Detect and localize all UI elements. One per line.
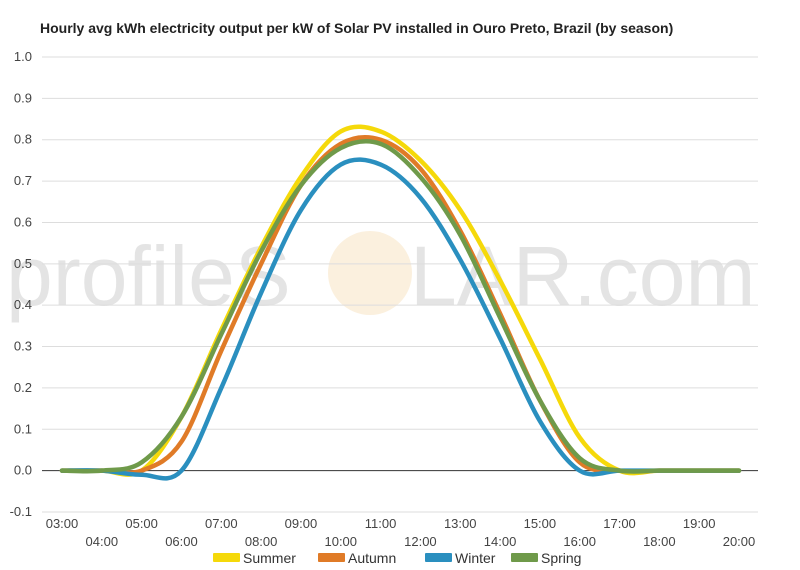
chart-title: Hourly avg kWh electricity output per kW… [40,20,673,36]
x-tick-label: 10:00 [324,534,357,549]
legend-label: Summer [243,550,296,566]
x-tick-label: 17:00 [603,516,636,531]
y-tick-label: 0.9 [14,90,32,105]
legend-swatch [318,553,345,562]
x-tick-label: 20:00 [723,534,756,549]
legend[interactable]: Summer Autumn Winter Spring [213,550,581,566]
watermark-sun [328,231,412,315]
y-tick-label: 0.3 [14,339,32,354]
y-tick-label: 0.5 [14,256,32,271]
x-tick-label: 08:00 [245,534,278,549]
legend-item-autumn[interactable]: Autumn [318,550,396,566]
watermark-text-right: LAR.com [410,229,755,323]
legend-item-summer[interactable]: Summer [213,550,296,566]
watermark-text-left: profileS [6,229,291,323]
legend-label: Spring [541,550,581,566]
y-tick-label: 0.4 [14,297,32,312]
y-tick-label: 1.0 [14,49,32,64]
x-tick-label: 18:00 [643,534,676,549]
x-tick-label: 04:00 [86,534,119,549]
x-tick-label: 16:00 [563,534,596,549]
y-tick-label: 0.0 [14,463,32,478]
x-tick-label: 11:00 [365,516,397,531]
legend-item-winter[interactable]: Winter [425,550,496,566]
x-tick-label: 07:00 [205,516,238,531]
x-axis: 03:00 04:00 05:00 06:00 07:00 08:00 09:00 10:00… [46,516,756,549]
y-tick-label: 0.6 [14,214,32,229]
legend-label: Autumn [348,550,396,566]
x-tick-label: 09:00 [285,516,318,531]
legend-swatch [213,553,240,562]
x-tick-label: 13:00 [444,516,477,531]
x-tick-label: 03:00 [46,516,79,531]
series-lines [59,124,742,481]
y-axis: -0.1 0.0 0.1 0.2 0.3 0.4 0.5 0.6 0.7 0.8 0.9 1.0 [10,49,32,519]
legend-swatch [511,553,538,562]
y-tick-label: 0.8 [14,132,32,147]
legend-swatch [425,553,452,562]
x-tick-label: 15:00 [524,516,557,531]
y-tick-label: 0.1 [14,421,32,436]
series-line-spring [59,138,742,474]
x-tick-label: 06:00 [165,534,198,549]
watermark: profileS LAR.com [6,229,755,323]
grid [42,56,758,513]
legend-item-spring[interactable]: Spring [511,550,581,566]
x-tick-label: 12:00 [404,534,437,549]
legend-label: Winter [455,550,496,566]
y-tick-label: -0.1 [10,504,32,519]
y-tick-label: 0.7 [14,173,32,188]
x-tick-label: 19:00 [683,516,716,531]
y-tick-label: 0.2 [14,380,32,395]
x-tick-label: 05:00 [125,516,158,531]
x-tick-label: 14:00 [484,534,517,549]
